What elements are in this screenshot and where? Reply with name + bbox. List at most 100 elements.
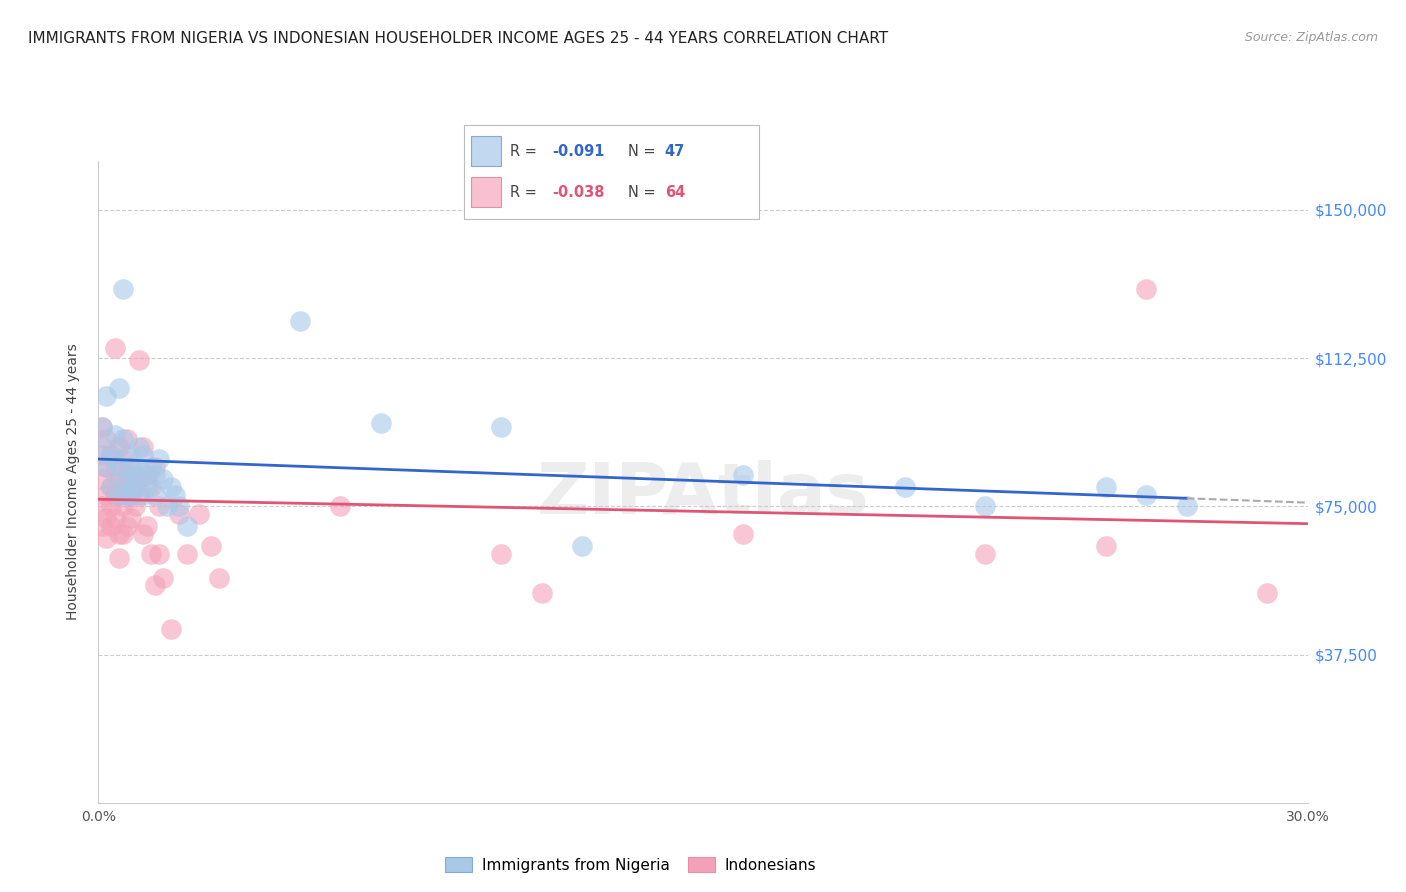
Point (91, 440, 114, 454)
Point (115, 487, 138, 501)
Point (571, 539, 593, 553)
Point (143, 487, 166, 501)
Text: R =: R = (510, 185, 541, 200)
Point (91, 500, 114, 514)
Point (91, 472, 114, 486)
Point (111, 282, 134, 296)
Point (139, 459, 162, 474)
Point (111, 527, 134, 541)
Point (103, 511, 125, 525)
Point (96, 459, 118, 474)
Point (135, 467, 157, 482)
Point (91, 420, 114, 434)
Point (167, 508, 190, 522)
Point (107, 381, 129, 395)
Point (148, 547, 170, 561)
Point (135, 467, 157, 482)
Point (96, 459, 118, 474)
Point (188, 508, 211, 522)
Point (491, 547, 513, 561)
Point (115, 467, 138, 482)
Point (152, 570, 174, 584)
Point (163, 487, 186, 501)
Point (124, 467, 146, 482)
Point (176, 547, 198, 561)
Point (107, 440, 129, 454)
Point (91, 519, 114, 533)
Point (111, 432, 134, 446)
Point (96, 432, 118, 446)
Point (530, 586, 553, 600)
Point (1175, 500, 1198, 514)
Point (107, 472, 129, 486)
Point (167, 500, 190, 514)
Point (152, 472, 174, 486)
Text: ZIPAtlas: ZIPAtlas (537, 460, 869, 529)
Point (100, 500, 122, 514)
Point (156, 500, 179, 514)
Point (491, 420, 513, 434)
Point (143, 467, 166, 482)
Point (128, 472, 150, 486)
Y-axis label: Householder Income Ages 25 - 44 years: Householder Income Ages 25 - 44 years (66, 343, 80, 620)
Text: Source: ZipAtlas.com: Source: ZipAtlas.com (1244, 31, 1378, 45)
Point (100, 448, 122, 462)
Point (111, 480, 134, 494)
Point (288, 313, 311, 327)
Text: N =: N = (628, 144, 659, 159)
Point (135, 480, 157, 494)
Point (107, 550, 129, 565)
Point (107, 459, 129, 474)
Text: N =: N = (628, 185, 659, 200)
Point (100, 480, 122, 494)
Point (143, 578, 166, 592)
Point (96, 487, 118, 501)
Point (733, 467, 755, 482)
Point (100, 519, 122, 533)
Point (1095, 539, 1118, 553)
Point (103, 459, 125, 474)
Point (132, 527, 155, 541)
Point (96, 531, 118, 545)
Point (132, 448, 155, 462)
Point (111, 452, 134, 467)
Point (135, 519, 157, 533)
Point (111, 472, 134, 486)
Point (893, 480, 915, 494)
Point (96, 511, 118, 525)
Point (132, 487, 155, 501)
Point (115, 448, 138, 462)
Point (128, 353, 150, 368)
Point (103, 487, 125, 501)
Point (107, 487, 129, 501)
Point (1135, 487, 1157, 501)
Point (208, 570, 231, 584)
Point (200, 539, 222, 553)
Point (974, 547, 997, 561)
Point (733, 527, 755, 541)
Point (128, 487, 150, 501)
Point (176, 519, 198, 533)
Point (124, 500, 146, 514)
Point (96, 389, 118, 403)
Point (124, 480, 146, 494)
Point (139, 480, 162, 494)
Bar (471, 136, 501, 166)
Point (974, 500, 997, 514)
Point (107, 487, 129, 501)
Point (1256, 586, 1278, 600)
Point (132, 440, 155, 454)
Bar (471, 178, 501, 207)
Point (103, 452, 125, 467)
Point (160, 480, 183, 494)
Text: IMMIGRANTS FROM NIGERIA VS INDONESIAN HOUSEHOLDER INCOME AGES 25 - 44 YEARS CORR: IMMIGRANTS FROM NIGERIA VS INDONESIAN HO… (28, 31, 889, 46)
Point (329, 500, 352, 514)
Point (120, 459, 142, 474)
Point (148, 452, 170, 467)
Point (115, 519, 138, 533)
Point (139, 547, 162, 561)
Point (143, 459, 166, 474)
Point (103, 341, 125, 355)
Point (120, 487, 142, 501)
Legend: Immigrants from Nigeria, Indonesians: Immigrants from Nigeria, Indonesians (439, 850, 823, 879)
